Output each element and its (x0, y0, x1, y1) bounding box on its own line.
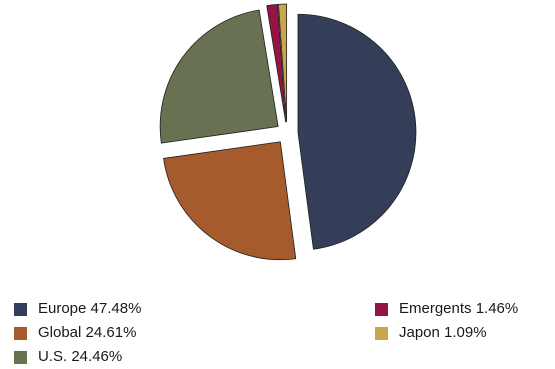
pie-slice-emergents (266, 3, 287, 123)
pie-slice-japon (278, 3, 288, 123)
pie-slice-us (159, 9, 279, 144)
legend-label-europe: Europe 47.48% (38, 300, 142, 317)
legend-swatch-japon (375, 326, 388, 340)
pie-slice-global (163, 141, 297, 261)
legend-item-europe: Europe 47.48% (14, 300, 141, 318)
legend-label-emergents: Emergents 1.46% (399, 300, 519, 317)
legend-label-japon: Japon 1.09% (399, 324, 487, 341)
legend-label-us: U.S. 24.46% (38, 348, 123, 365)
legend-label-global: Global 24.61% (38, 324, 137, 341)
legend-swatch-emergents (375, 302, 388, 316)
legend-item-emergents: Emergents 1.46% (375, 300, 518, 318)
legend-item-global: Global 24.61% (14, 324, 136, 342)
legend-swatch-europe (14, 302, 27, 316)
legend-item-us: U.S. 24.46% (14, 348, 122, 366)
pie-slice-europe (297, 13, 417, 250)
legend-item-japon: Japon 1.09% (375, 324, 487, 342)
legend-swatch-global (14, 326, 27, 340)
legend-swatch-us (14, 350, 27, 364)
